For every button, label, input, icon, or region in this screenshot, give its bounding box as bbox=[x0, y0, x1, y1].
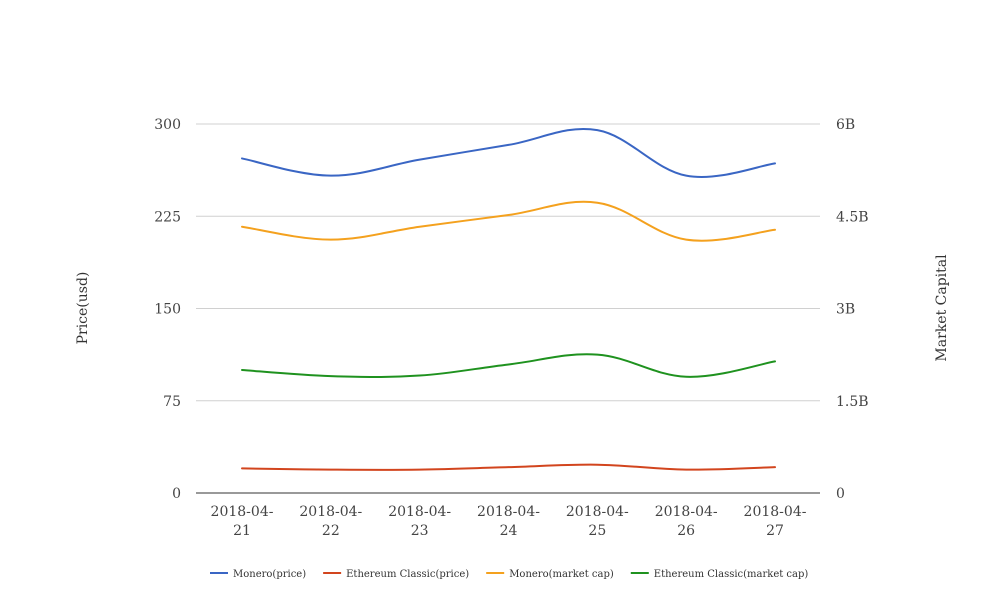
legend-label: Monero(price) bbox=[233, 569, 306, 580]
x-tick-label: 2018-04-24 bbox=[477, 504, 540, 539]
legend-label: Ethereum Classic(market cap) bbox=[654, 569, 809, 580]
right-axis-ticks: 0 1.5B 3B 4.5B 6B bbox=[836, 117, 869, 502]
series-line-4 bbox=[241, 353, 776, 379]
legend: Monero(price) Ethereum Classic(price) Mone… bbox=[210, 569, 808, 580]
left-tick-label: 0 bbox=[172, 486, 181, 502]
x-axis-ticks: 2018-04-21 2018-04-22 2018-04-23 2018-04-24… bbox=[211, 504, 807, 539]
series-line-3 bbox=[241, 200, 776, 242]
left-tick-label: 150 bbox=[154, 302, 181, 318]
x-tick-label: 2018-04-21 bbox=[211, 504, 274, 539]
x-tick-label: 2018-04-27 bbox=[744, 504, 807, 539]
right-tick-label: 4.5B bbox=[836, 209, 869, 225]
x-tick-label: 2018-04-26 bbox=[655, 504, 718, 539]
right-tick-label: 3B bbox=[836, 302, 855, 318]
right-tick-label: 6B bbox=[836, 117, 855, 133]
right-axis-title: Market Capital bbox=[934, 254, 950, 362]
legend-label: Ethereum Classic(price) bbox=[346, 569, 469, 580]
right-tick-label: 1.5B bbox=[836, 394, 869, 410]
left-axis-title: Price(usd) bbox=[75, 272, 91, 345]
left-tick-label: 225 bbox=[154, 209, 181, 225]
series-line-1 bbox=[241, 128, 776, 178]
series-line-2 bbox=[241, 463, 776, 471]
gridlines bbox=[196, 123, 820, 494]
left-axis-ticks: 0 75 150 225 300 bbox=[154, 117, 181, 502]
series-lines bbox=[241, 128, 776, 471]
legend-label: Monero(market cap) bbox=[509, 569, 614, 580]
left-tick-label: 300 bbox=[154, 117, 181, 133]
x-tick-label: 2018-04-23 bbox=[388, 504, 451, 539]
left-tick-label: 75 bbox=[163, 394, 181, 410]
x-tick-label: 2018-04-25 bbox=[566, 504, 629, 539]
x-tick-label: 2018-04-22 bbox=[299, 504, 362, 539]
right-tick-label: 0 bbox=[836, 486, 845, 502]
